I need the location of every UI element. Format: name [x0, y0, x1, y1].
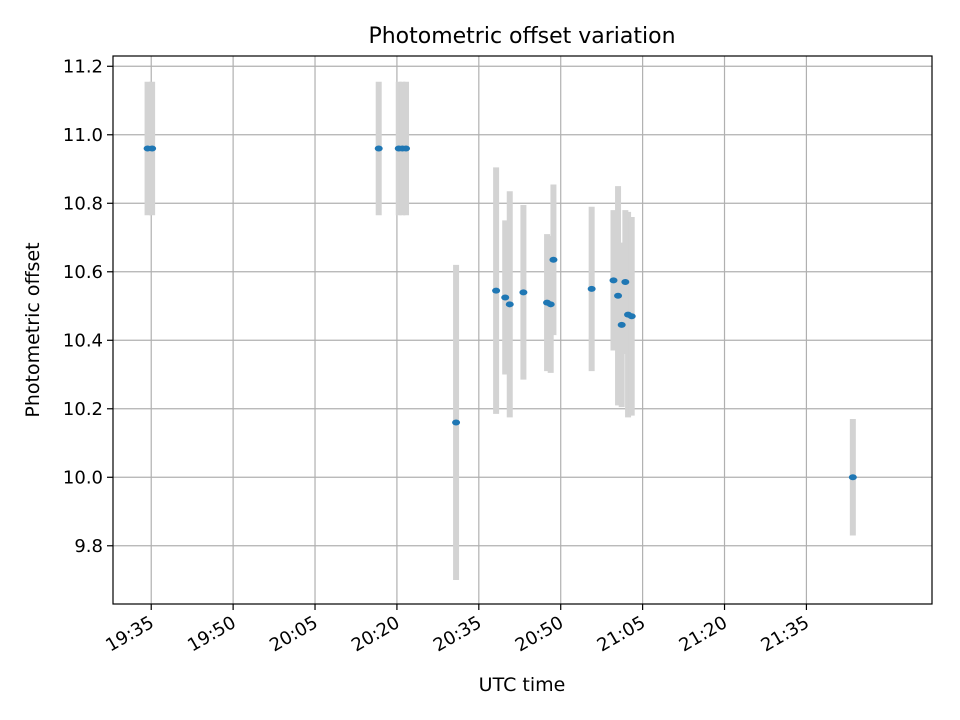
x-axis-label: UTC time: [479, 674, 566, 696]
data-point: [587, 285, 596, 292]
y-tick-label: 10.2: [63, 399, 103, 420]
y-tick-label: 10.4: [63, 330, 103, 351]
data-point: [609, 277, 618, 284]
y-tick-label: 10.6: [63, 262, 103, 283]
y-tick-label: 11.0: [63, 125, 103, 146]
data-point: [621, 279, 630, 286]
plot-frame: [112, 55, 933, 605]
data-points: [143, 145, 857, 481]
data-point: [617, 321, 626, 328]
y-axis-label: Photometric offset: [22, 242, 44, 417]
data-point: [501, 294, 510, 301]
data-point: [452, 419, 461, 426]
data-point: [374, 145, 383, 152]
y-tick-label: 10.0: [63, 467, 103, 488]
data-point: [549, 256, 558, 263]
data-point: [492, 287, 501, 294]
data-point: [402, 145, 411, 152]
data-point: [148, 145, 157, 152]
data-point: [505, 301, 514, 308]
data-point: [848, 474, 857, 481]
chart-title: Photometric offset variation: [368, 24, 675, 49]
y-tick-label: 10.8: [63, 193, 103, 214]
y-tick-label: 9.8: [74, 536, 103, 557]
y-axis-ticks: 9.8 10.0 10.2 10.4 10.6 10.8 11.0 11.2: [63, 56, 113, 557]
data-point: [546, 301, 555, 308]
data-point: [627, 313, 636, 320]
data-point: [519, 289, 528, 296]
data-point: [614, 292, 623, 299]
y-tick-label: 11.2: [63, 56, 103, 77]
